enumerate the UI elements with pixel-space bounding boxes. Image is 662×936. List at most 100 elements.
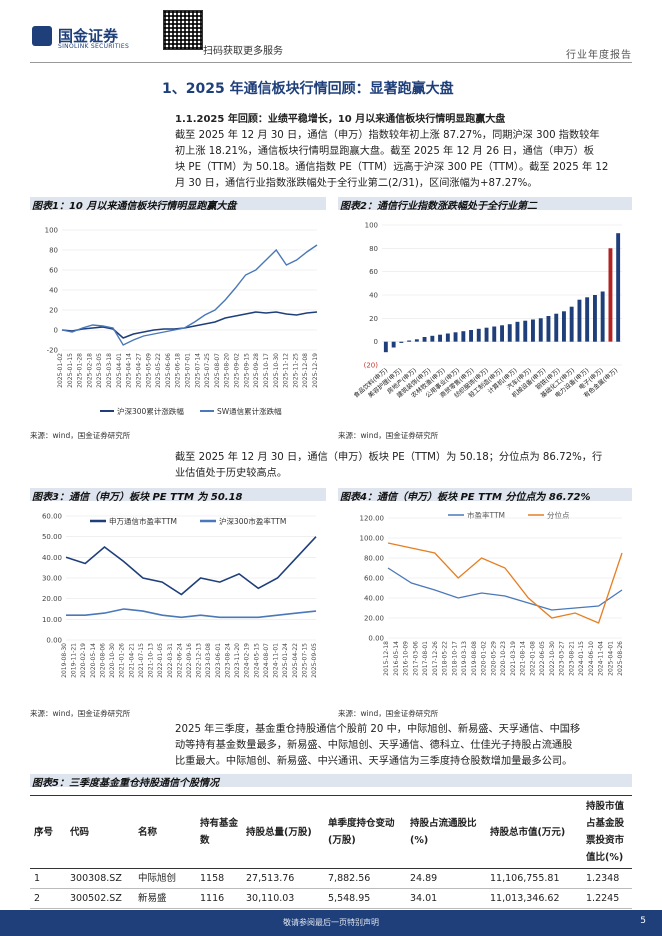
x-tick-label: 2019-08-08 xyxy=(471,641,478,676)
y-tick-label: 60 xyxy=(49,267,58,275)
y-tick-label: -20 xyxy=(47,347,58,355)
x-tick-label: 2025-12-08 xyxy=(302,353,309,388)
y-tick-label: 20 xyxy=(369,315,378,323)
bar xyxy=(616,233,621,342)
col-header: 序号 xyxy=(30,795,66,869)
x-tick-label: 2025-04-22 xyxy=(292,643,299,678)
x-tick-label: 2020-05-14 xyxy=(90,643,97,678)
x-tick-label: 2025-07-15 xyxy=(301,643,308,678)
y-tick-label: 20.00 xyxy=(364,615,384,623)
x-tick-label: 2025-03-18 xyxy=(106,353,113,388)
y-tick-label: 120.00 xyxy=(360,515,385,523)
x-tick-label: 2019-08-30 xyxy=(61,643,68,678)
y-tick-label: 0 xyxy=(54,327,58,335)
bar xyxy=(569,306,574,342)
y-tick-label: 60 xyxy=(369,268,378,276)
x-tick-label: 2023-03-27 xyxy=(559,641,566,676)
x-tick-label: 2025-08-07 xyxy=(214,353,221,388)
legend-label: 申万通信市盈率TTM xyxy=(109,516,177,526)
table5-title-bar xyxy=(30,774,632,787)
fig1-title-bar xyxy=(30,197,326,210)
x-tick-label: 2025-03-05 xyxy=(96,353,103,388)
qr-caption: 扫码获取更多服务 xyxy=(203,46,283,57)
x-tick-label: 2025-04-01 xyxy=(607,641,614,676)
table-cell: 2 xyxy=(30,888,66,909)
y-tick-label: 40 xyxy=(369,292,378,300)
table-cell: 30,110.03 xyxy=(242,888,324,909)
table-cell: 1158 xyxy=(196,868,242,889)
fig2-title-bar xyxy=(338,197,632,210)
table-cell: 24.89 xyxy=(406,868,486,889)
fig4-title-bar xyxy=(338,488,632,501)
y-tick-label: 30.00 xyxy=(42,575,62,583)
x-tick-label: 2016-10-09 xyxy=(403,641,410,676)
fig1-source: 来源：wind，国金证券研究所 xyxy=(30,431,131,440)
y-tick-label: 80 xyxy=(369,245,378,253)
x-tick-label: 2025-10-17 xyxy=(263,353,270,388)
x-tick-label: 2025-01-28 xyxy=(77,353,84,388)
y-tick-label: 20.00 xyxy=(42,595,62,603)
bar xyxy=(383,341,388,353)
series-line-2 xyxy=(66,608,317,619)
x-tick-label: 2025-04-27 xyxy=(135,353,142,388)
table-cell: 1.2245 xyxy=(582,888,632,909)
table-cell: 中际旭创 xyxy=(134,868,196,889)
x-tick-label: 2020-10-23 xyxy=(500,641,507,676)
x-tick-label: 2025-09-05 xyxy=(311,643,318,678)
col-header: 持股总市值(万元) xyxy=(486,795,582,869)
x-tick-label: 2025-12-19 xyxy=(312,353,319,388)
bar xyxy=(515,321,520,342)
x-tick-label: 2018-10-17 xyxy=(451,641,458,676)
y-tick-label: 0.00 xyxy=(46,637,62,645)
section-subtitle: 1.1.2025 年回顾：业绩平稳增长，10 月以来通信板块行情明显跑赢大盘 xyxy=(175,114,506,125)
para-line: 截至 2025 年 12 月 30 日，通信（申万）板块 PE（TTM）为 50… xyxy=(175,452,603,463)
fund-holdings-table: 序号 代码 名称 持有基金数 持股总量(万股) 单季度持仓变动(万股) 持股占流… xyxy=(30,795,632,909)
bar xyxy=(577,299,582,342)
fig4-chart: 市盈率TTM 分位点 120.00 100.00 80.00 60.00 40.00 20.0… xyxy=(360,510,625,676)
bar xyxy=(453,332,458,342)
bar xyxy=(438,334,442,342)
x-tick-label: 2025-05-22 xyxy=(155,353,162,388)
legend-label: 沪深300市盈率TTM xyxy=(219,516,286,526)
x-tick-label: 2017-12-26 xyxy=(432,641,439,676)
bar xyxy=(469,330,473,342)
x-tick-label: 2023-11-20 xyxy=(234,643,241,678)
x-tick-label: 2021-07-15 xyxy=(138,643,145,678)
fig2-title: 图表2：通信行业指数涨跌幅处于全行业第二 xyxy=(340,201,537,212)
x-tick-label: 2025-08-20 xyxy=(224,353,231,388)
y-tick-label: 60.00 xyxy=(42,513,62,521)
fig3-title-bar xyxy=(30,488,326,501)
table-cell: 11,013,346.62 xyxy=(486,888,582,909)
fig3-chart: 申万通信市盈率TTM 沪深300市盈率TTM 60.00 50.00 40.00 30.0… xyxy=(42,513,318,678)
x-tick-label: 2025-09-02 xyxy=(234,353,241,388)
bar xyxy=(585,297,590,342)
x-tick-label: 2019-03-13 xyxy=(461,641,468,676)
x-tick-label: 2019-11-21 xyxy=(71,643,78,678)
para-line: 比重最大。中际旭创、新易盛、中兴通讯、天孚通信为三季度持仓股数增加量最多公司。 xyxy=(175,756,573,767)
bar xyxy=(600,291,605,342)
page-number: 5 xyxy=(640,916,646,926)
y-tick-label: (20) xyxy=(364,362,379,370)
col-header: 持股市值占基金股票投资市值比(%) xyxy=(582,795,632,869)
x-tick-label: 2023-03-08 xyxy=(205,643,212,678)
col-header: 名称 xyxy=(134,795,196,869)
x-tick-label: 2025-11-25 xyxy=(292,353,299,388)
table-cell: 27,513.76 xyxy=(242,868,324,889)
x-tick-label: 2022-06-24 xyxy=(176,643,183,678)
paragraph-3: 2025 年三季度，基金重仓持股通信个股前 20 中，中际旭创、新易盛、天孚通信… xyxy=(175,722,631,770)
bar xyxy=(608,248,613,342)
fig4-source: 来源：wind，国金证券研究所 xyxy=(338,709,439,718)
y-tick-label: 0.00 xyxy=(368,635,384,643)
paragraph-2: 截至 2025 年 12 月 30 日，通信（申万）板块 PE（TTM）为 50… xyxy=(175,450,631,482)
x-tick-label: 2020-01-02 xyxy=(481,641,488,676)
y-tick-label: 40 xyxy=(49,287,58,295)
x-tick-label: 2023-06-01 xyxy=(215,643,222,678)
footer-bar xyxy=(0,910,662,936)
bar xyxy=(407,340,412,342)
x-tick-label: 2021-01-26 xyxy=(119,643,126,678)
bar xyxy=(554,313,559,342)
fig3-source: 来源：wind，国金证券研究所 xyxy=(30,709,131,718)
bar xyxy=(531,319,535,342)
table-cell: 34.01 xyxy=(406,888,486,909)
table-cell: 11,106,755.81 xyxy=(486,868,582,889)
